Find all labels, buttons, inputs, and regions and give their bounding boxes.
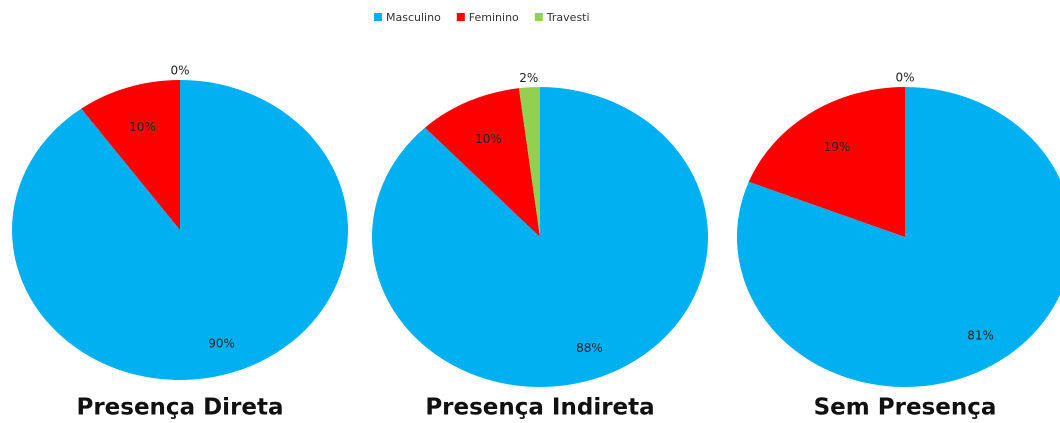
data-label: 2% bbox=[519, 71, 538, 85]
legend-label: Travesti bbox=[546, 11, 590, 24]
pie-slice bbox=[371, 87, 708, 388]
pie-slice bbox=[748, 87, 905, 237]
pie-slice bbox=[737, 87, 1060, 387]
data-label: 0% bbox=[170, 64, 189, 78]
legend-swatch bbox=[456, 13, 465, 21]
data-label: 88% bbox=[576, 341, 603, 355]
chart-title: Presença Indireta bbox=[425, 395, 654, 421]
data-label: 90% bbox=[208, 337, 235, 351]
data-label: 19% bbox=[824, 140, 851, 154]
data-label: 10% bbox=[129, 120, 156, 134]
pie-slice bbox=[424, 88, 540, 237]
legend-swatch bbox=[374, 13, 382, 21]
data-label: 0% bbox=[895, 71, 914, 85]
pie-slice bbox=[81, 80, 180, 230]
pie-slice bbox=[11, 80, 348, 380]
data-label: 81% bbox=[967, 329, 994, 343]
chart-title: Sem Presença bbox=[814, 395, 997, 421]
pie-slice bbox=[518, 87, 540, 237]
data-label: 10% bbox=[475, 132, 502, 146]
legend-label: Feminino bbox=[469, 11, 519, 24]
chart-title: Presença Direta bbox=[76, 395, 283, 421]
legend-label: Masculino bbox=[386, 11, 441, 24]
legend-swatch bbox=[534, 13, 543, 21]
